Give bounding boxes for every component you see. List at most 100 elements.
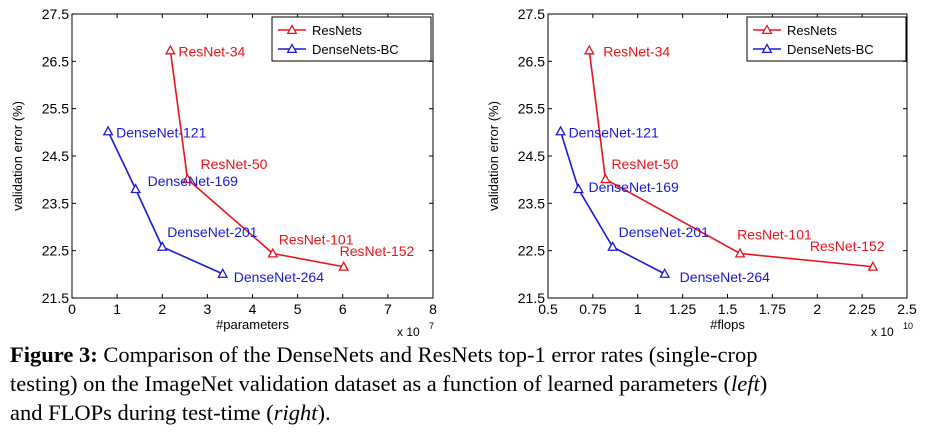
- x-tick-label: 0.75: [579, 301, 606, 317]
- y-tick-label: 25.5: [42, 101, 69, 117]
- caption-line-2: testing) on the ImageNet validation data…: [10, 369, 922, 398]
- data-point-marker: [156, 241, 168, 251]
- legend-marker: [286, 43, 298, 54]
- legend-box: [271, 16, 432, 62]
- data-point-label: ResNet-50: [201, 156, 268, 172]
- figure-caption: Figure 3: Comparison of the DenseNets an…: [10, 340, 922, 427]
- x-tick-label: 2: [158, 301, 166, 317]
- caption-text-2a: testing) on the ImageNet validation data…: [10, 371, 731, 396]
- data-point-marker: [217, 267, 229, 278]
- y-tick-label: 26.5: [518, 53, 545, 69]
- x-tick-label: 1.25: [669, 301, 696, 317]
- x-axis-label: #flops: [710, 317, 745, 332]
- x-exponent: x 10: [397, 325, 420, 339]
- y-tick-label: 24.5: [42, 148, 69, 164]
- y-tick-label: 23.5: [518, 195, 545, 211]
- legend-marker: [761, 24, 773, 35]
- caption-text-3b: ).: [317, 400, 331, 425]
- series-line-densenets-bc: [559, 131, 666, 275]
- data-point-label: DenseNet-264: [234, 269, 324, 285]
- legend-box: [746, 16, 907, 62]
- caption-line-1: Figure 3: Comparison of the DenseNets an…: [10, 340, 922, 369]
- y-tick-label: 27.5: [42, 6, 69, 22]
- y-axis-label: validation error (%): [486, 101, 501, 211]
- caption-text-3a: and FLOPs during test-time (: [10, 400, 274, 425]
- x-tick-label: 1.75: [759, 301, 786, 317]
- data-point-label: DenseNet-201: [167, 224, 257, 240]
- data-point-label: DenseNet-169: [148, 173, 238, 189]
- y-tick-label: 21.5: [42, 290, 69, 306]
- legend-marker: [286, 24, 298, 35]
- legend-entry: ResNets: [312, 23, 362, 38]
- legend-entry: DenseNets-BC: [312, 42, 399, 57]
- data-point-label: ResNet-152: [810, 238, 885, 254]
- caption-left-italic: left: [730, 371, 760, 396]
- x-tick-label: 0: [68, 301, 76, 317]
- data-point-label: ResNet-50: [611, 156, 678, 172]
- chart-flops: 0.5 0.75 1 1.25 1.5 1.75 2 2.25 2.5 21.5 22.5 23.5 2…: [486, 6, 917, 339]
- x-exponent-power: 7: [429, 321, 434, 331]
- data-point-marker: [102, 125, 114, 136]
- data-point-label: ResNet-34: [603, 43, 670, 59]
- legend-marker: [761, 43, 773, 54]
- data-point-label: DenseNet-264: [680, 269, 770, 285]
- data-point-label: DenseNet-169: [589, 179, 679, 195]
- x-axis-label: #parameters: [216, 317, 289, 332]
- y-tick-label: 22.5: [42, 243, 69, 259]
- y-tick-label: 21.5: [518, 290, 545, 306]
- data-point-label: DenseNet-201: [619, 224, 709, 240]
- data-point-marker: [659, 267, 671, 278]
- data-point-marker: [867, 260, 879, 271]
- data-point-marker: [607, 241, 618, 251]
- data-point-marker: [267, 247, 279, 258]
- x-tick-label: 2: [813, 301, 821, 317]
- caption-right-italic: right: [273, 400, 318, 425]
- x-tick-label: 1.5: [718, 301, 738, 317]
- x-tick-label: 1: [113, 301, 121, 317]
- y-tick-label: 27.5: [518, 6, 545, 22]
- data-point-label: DenseNet-121: [116, 124, 206, 140]
- x-exponent: x 10: [871, 325, 894, 339]
- data-point-marker: [573, 183, 584, 194]
- y-tick-label: 25.5: [518, 101, 545, 117]
- chart-params: 0 1 2 3 4 5 6 7 8 21.5 22.5 23.5 24.5 25.5 26.5 27.5 val…: [10, 6, 437, 339]
- data-point-label: ResNet-101: [737, 227, 812, 243]
- data-point-label: ResNet-101: [279, 232, 354, 248]
- data-point-label: ResNet-152: [340, 243, 415, 259]
- data-point-marker: [338, 260, 350, 271]
- data-point-marker: [555, 125, 566, 136]
- x-tick-label: 2.5: [897, 301, 917, 317]
- y-tick-label: 23.5: [42, 195, 69, 211]
- x-exponent-power: 10: [903, 321, 913, 331]
- series-line-resnets: [169, 50, 344, 268]
- caption-text-1: Comparison of the DenseNets and ResNets …: [97, 342, 758, 367]
- x-tick-label: 3: [203, 301, 211, 317]
- caption-line-3: and FLOPs during test-time (right).: [10, 398, 922, 427]
- x-tick-label: 8: [429, 301, 437, 317]
- data-point-marker: [583, 44, 595, 55]
- series-line-resnets: [588, 50, 873, 268]
- x-tick-label: 4: [249, 301, 257, 317]
- data-point-label: DenseNet-121: [569, 124, 659, 140]
- y-axis-label: validation error (%): [10, 101, 25, 211]
- x-tick-label: 1: [634, 301, 642, 317]
- y-tick-label: 22.5: [518, 243, 545, 259]
- data-point-label: ResNet-34: [178, 43, 245, 59]
- x-tick-label: 2.25: [849, 301, 876, 317]
- y-tick-label: 24.5: [518, 148, 545, 164]
- legend-entry: ResNets: [787, 23, 837, 38]
- data-point-marker: [165, 44, 176, 55]
- data-point-marker: [600, 173, 611, 184]
- data-point-marker: [734, 247, 746, 258]
- series-line-densenets-bc: [107, 131, 224, 275]
- y-tick-label: 26.5: [42, 53, 69, 69]
- x-tick-label: 7: [384, 301, 392, 317]
- legend-entry: DenseNets-BC: [787, 42, 874, 57]
- data-point-marker: [182, 173, 193, 184]
- data-point-marker: [130, 183, 141, 194]
- caption-label: Figure 3:: [10, 342, 98, 367]
- caption-text-2b: ): [759, 371, 768, 396]
- x-tick-label: 6: [339, 301, 347, 317]
- x-tick-label: 0.5: [538, 301, 558, 317]
